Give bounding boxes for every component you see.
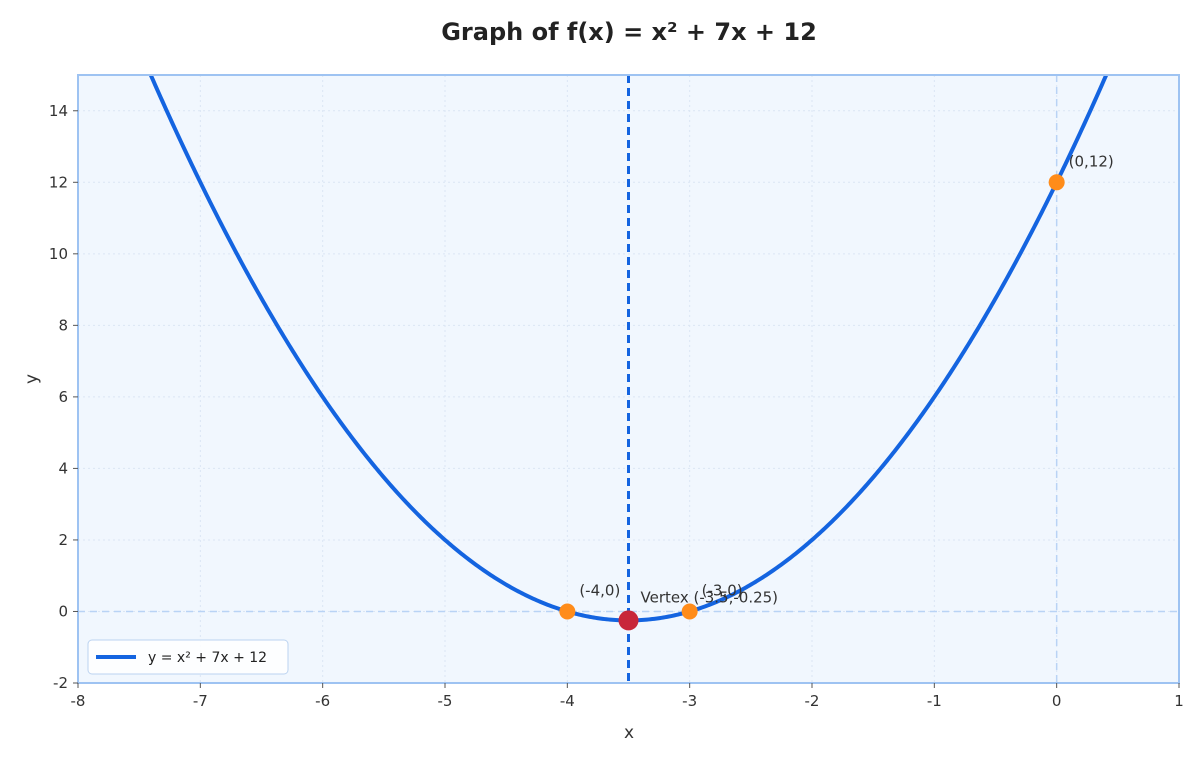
legend: y = x² + 7x + 12 xyxy=(87,639,289,675)
legend-entry: y = x² + 7x + 12 xyxy=(148,650,267,666)
x-tick-label: -2 xyxy=(805,692,820,710)
x-tick-label: -4 xyxy=(560,692,575,710)
legend-box xyxy=(87,639,289,675)
y-tick-label: 12 xyxy=(49,173,68,191)
x-tick-label: -7 xyxy=(193,692,208,710)
intercept-point xyxy=(681,603,698,620)
plot-frame xyxy=(77,74,1180,684)
y-axis-label: y xyxy=(22,374,42,384)
x-tick-label: 1 xyxy=(1174,692,1184,710)
x-tick-label: -5 xyxy=(438,692,453,710)
point-labels-group: (-4,0) (-3,0) (0,12) Vertex (-3.5,-0.25) xyxy=(579,152,1113,606)
x-tick-label: -3 xyxy=(682,692,697,710)
y-tick-label: 14 xyxy=(49,102,68,120)
y-tick-label: 0 xyxy=(58,602,68,620)
x-tick-label: 0 xyxy=(1052,692,1062,710)
vertex-label: Vertex (-3.5,-0.25) xyxy=(641,588,779,606)
point-label: (-3,0) xyxy=(702,581,743,599)
point-label: (-4,0) xyxy=(579,581,620,599)
y-tick-label: 6 xyxy=(58,388,68,406)
y-tick-label: 4 xyxy=(58,459,68,477)
chart-title: Graph of f(x) = x² + 7x + 12 xyxy=(441,18,817,46)
y-tick-label: 8 xyxy=(58,316,68,334)
x-tick-label: -1 xyxy=(927,692,942,710)
intercept-point xyxy=(559,603,576,620)
y-tick-label: -2 xyxy=(53,674,68,692)
y-axis-ticks: -2 0 2 4 6 8 10 12 14 xyxy=(49,102,78,692)
intercept-point xyxy=(1048,174,1065,191)
x-tick-label: -8 xyxy=(71,692,86,710)
vertex-point xyxy=(618,610,639,631)
y-tick-label: 2 xyxy=(58,531,68,549)
point-label: (0,12) xyxy=(1069,152,1114,170)
x-tick-label: -6 xyxy=(315,692,330,710)
y-tick-label: 10 xyxy=(49,245,68,263)
x-axis-label: x xyxy=(624,723,634,743)
points-group xyxy=(559,174,1065,631)
x-axis-ticks: -8 -7 -6 -5 -4 -3 -2 -1 0 1 xyxy=(71,683,1184,710)
